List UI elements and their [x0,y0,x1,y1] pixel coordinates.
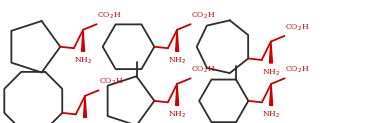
Polygon shape [82,30,85,51]
Text: CO$_2$H: CO$_2$H [285,65,310,75]
Polygon shape [176,84,178,105]
Polygon shape [176,30,178,51]
Text: NH$_2$: NH$_2$ [76,122,94,123]
Text: CO$_2$H: CO$_2$H [97,11,122,21]
Text: NH$_2$: NH$_2$ [262,67,280,78]
Polygon shape [84,96,87,117]
Text: CO$_2$H: CO$_2$H [191,11,216,21]
Text: CO$_2$H: CO$_2$H [191,65,216,75]
Text: NH$_2$: NH$_2$ [168,110,186,120]
Text: NH$_2$: NH$_2$ [262,110,280,120]
Text: CO$_2$H: CO$_2$H [99,77,124,87]
Polygon shape [270,84,273,105]
Text: CO$_2$H: CO$_2$H [285,22,310,33]
Polygon shape [270,41,273,63]
Text: NH$_2$: NH$_2$ [168,56,186,66]
Text: NH$_2$: NH$_2$ [74,56,92,66]
